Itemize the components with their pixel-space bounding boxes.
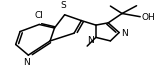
Text: N: N [23,58,30,67]
Text: S: S [60,1,66,10]
Text: Cl: Cl [35,11,44,20]
Text: OH: OH [142,13,155,22]
Text: N: N [121,29,128,38]
Text: N: N [87,36,94,45]
